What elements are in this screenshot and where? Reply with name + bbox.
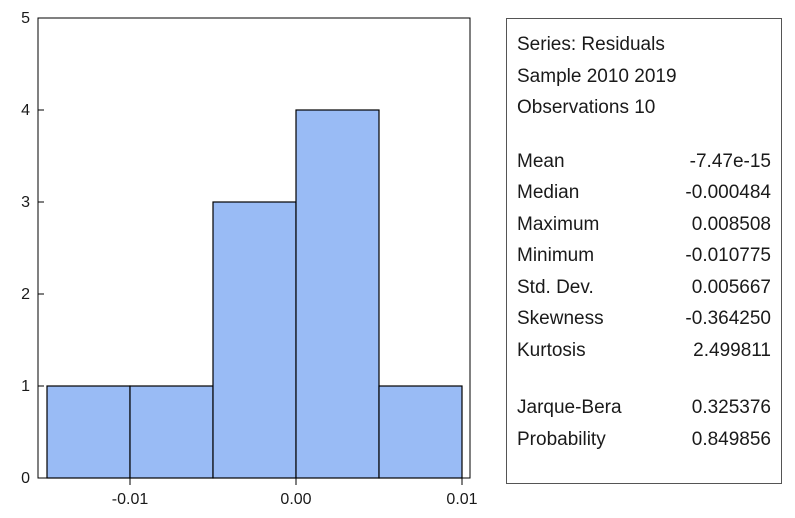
stat-value: 0.325376 xyxy=(691,397,771,418)
stat-row-minimum: Minimum -0.010775 xyxy=(517,240,771,272)
stat-row-std-dev: Std. Dev. 0.005667 xyxy=(517,272,771,304)
stat-value: 0.849856 xyxy=(691,428,771,450)
sample-range: Sample 2010 2019 xyxy=(517,65,677,87)
stats-spacer xyxy=(517,124,771,146)
stats-spacer xyxy=(517,366,771,392)
y-tick-label: 1 xyxy=(21,378,30,395)
stats-header: Series: Residuals Sample 2010 2019 Obser… xyxy=(517,29,771,124)
histogram-bar-3 xyxy=(212,201,297,479)
stat-label: Jarque-Bera xyxy=(517,397,622,418)
x-tick-label: -0.01 xyxy=(112,491,149,508)
stat-row-probability: Probability 0.849856 xyxy=(517,424,771,456)
histogram-bars xyxy=(46,109,463,479)
stat-value: -0.364250 xyxy=(685,308,771,329)
stat-value: 0.008508 xyxy=(691,213,771,235)
x-tick-label: 0.01 xyxy=(446,491,477,508)
stat-label: Mean xyxy=(517,150,565,172)
y-tick-label: 3 xyxy=(21,194,30,211)
histogram-bar-2 xyxy=(129,385,214,479)
y-tick-label: 0 xyxy=(21,470,30,487)
stat-label: Median xyxy=(517,182,580,203)
y-tick-label: 4 xyxy=(21,102,30,119)
histogram-bar-1 xyxy=(46,385,131,479)
stat-value: -0.000484 xyxy=(685,182,771,203)
histogram-bar-4 xyxy=(295,109,380,479)
stat-label: Probability xyxy=(517,428,606,450)
histogram-bar-5 xyxy=(378,385,463,479)
stat-label: Std. Dev. xyxy=(517,276,594,298)
observations-count: Observations 10 xyxy=(517,97,656,118)
y-tick-label: 5 xyxy=(21,10,30,27)
stat-label: Kurtosis xyxy=(517,339,586,361)
stat-row-jarque-bera: Jarque-Bera 0.325376 xyxy=(517,392,771,424)
stat-label: Minimum xyxy=(517,245,595,266)
y-tick-label: 2 xyxy=(21,286,30,303)
plot-frame xyxy=(37,17,471,479)
stat-row-kurtosis: Kurtosis 2.499811 xyxy=(517,335,771,367)
histogram-chart: 0 1 2 3 4 5 -0.01 0.00 0.01 xyxy=(21,10,478,508)
stat-label: Skewness xyxy=(517,308,604,329)
stat-row-median: Median -0.000484 xyxy=(517,177,771,209)
stat-value: 0.005667 xyxy=(691,276,771,298)
axes: 0 1 2 3 4 5 -0.01 0.00 0.01 xyxy=(21,10,478,508)
statistics-panel: Series: Residuals Sample 2010 2019 Obser… xyxy=(506,18,782,484)
x-tick-label: 0.00 xyxy=(280,491,311,508)
stat-row-maximum: Maximum 0.008508 xyxy=(517,209,771,241)
stat-value: 2.499811 xyxy=(693,339,771,361)
stat-value: -7.47e-15 xyxy=(689,150,771,172)
descriptive-stats: Mean -7.47e-15 Median -0.000484 Maximum 0.008… xyxy=(517,146,771,367)
normality-test-stats: Jarque-Bera 0.325376 Probability 0.849856 xyxy=(517,392,771,455)
stat-row-skewness: Skewness -0.364250 xyxy=(517,303,771,335)
stat-row-mean: Mean -7.47e-15 xyxy=(517,146,771,178)
stat-label: Maximum xyxy=(517,213,600,235)
series-name: Series: Residuals xyxy=(517,34,665,55)
stat-value: -0.010775 xyxy=(685,245,771,266)
